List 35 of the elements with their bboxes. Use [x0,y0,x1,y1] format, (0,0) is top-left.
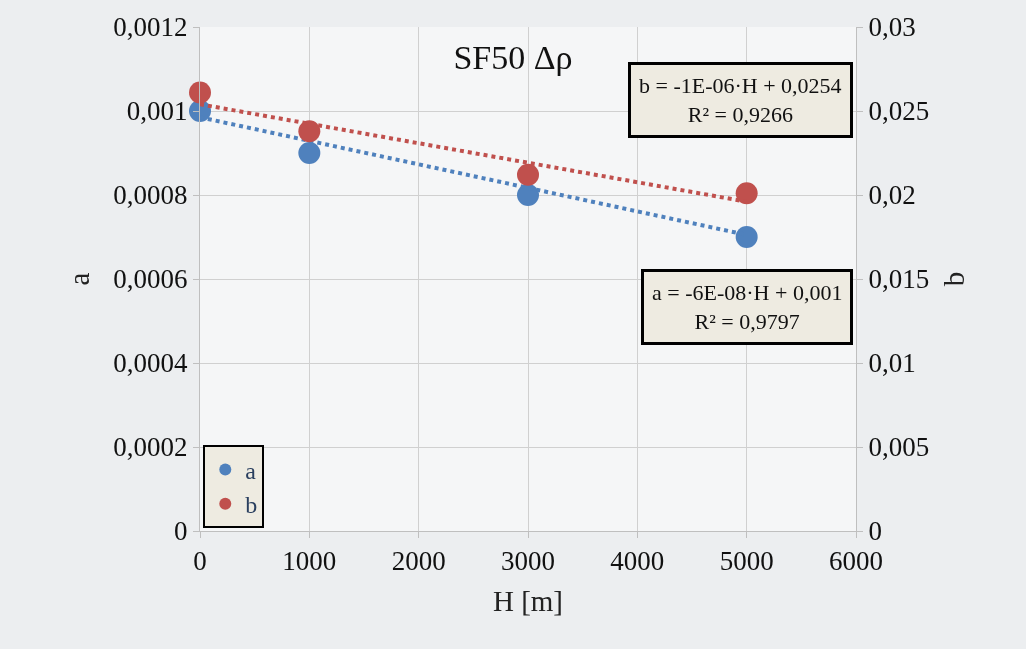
point [735,182,758,205]
y2-tick-label: 0,005 [868,432,930,463]
point [517,163,539,186]
point [298,120,321,143]
x-tick-label: 2000 [391,546,446,577]
annotation: b = -1E-06·H + 0,0254 R² = 0,9266 [639,73,842,127]
x-tick-label: 4000 [610,546,665,577]
y-tick-label: 0 [174,516,188,547]
y2-tick-label: 0,02 [868,180,916,211]
y-axis-title: a [62,272,95,286]
y2-tick-label: 0,025 [868,96,930,127]
y-tick-label: 0,0008 [113,180,188,211]
y-tick-label: 0,0006 [113,264,188,295]
y2-tick-label: 0,015 [868,264,930,295]
point [298,142,321,164]
y2-tick-label: 0,03 [868,12,916,43]
point [735,226,758,248]
x-tick-label: 5000 [719,546,774,577]
y-tick-label: 0,0002 [113,432,188,463]
x-tick-label: 3000 [501,546,555,577]
y-tick-label: 0,0004 [113,348,189,379]
y2-axis-title: b [937,271,970,287]
point [189,81,211,104]
y2-tick-label: 0,01 [868,348,916,379]
legend-label: a [245,457,257,484]
chart-title: SF50 Δρ [453,39,573,77]
y-tick-label: 0,001 [126,96,188,127]
x-axis-title: H [m] [492,585,564,618]
y-tick-label: 0,0012 [113,12,188,43]
x-tick-label: 0 [193,546,207,577]
x-tick-label: 6000 [829,546,883,577]
annotation: a = -6E-08·H + 0,001 R² = 0,9797 [652,280,843,334]
y2-tick-label: 0 [868,516,882,547]
x-tick-label: 1000 [282,546,337,577]
legend-label: b [245,492,258,519]
